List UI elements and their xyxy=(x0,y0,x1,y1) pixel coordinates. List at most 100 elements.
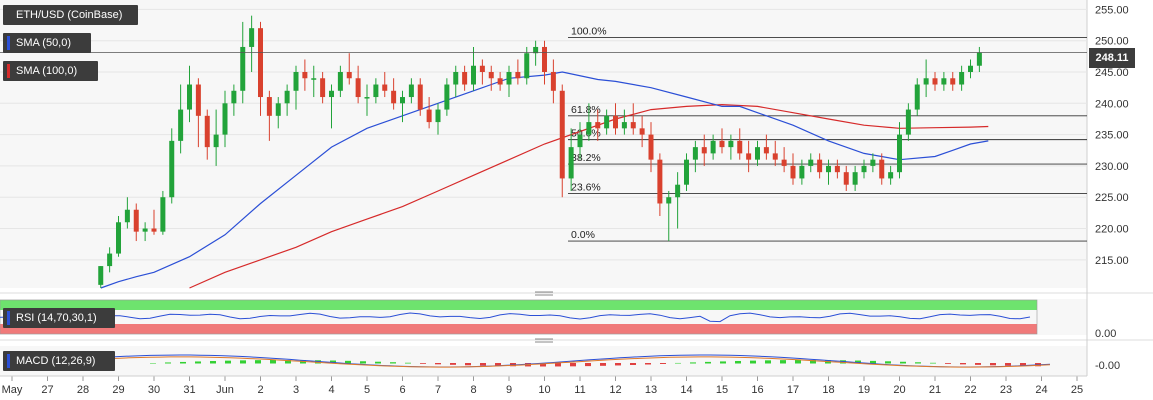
x-tick-label: 2 xyxy=(257,384,263,396)
macd-histogram-bar xyxy=(225,360,231,364)
candle-up xyxy=(142,228,148,232)
macd-histogram-bar xyxy=(435,363,441,365)
candle-down xyxy=(417,84,423,110)
rsi-line xyxy=(0,312,1031,323)
candle-down xyxy=(266,97,272,116)
candle-down xyxy=(497,78,503,85)
candle-up xyxy=(284,90,290,104)
candle-down xyxy=(550,72,556,91)
macd-histogram-bar xyxy=(180,361,186,364)
instrument-swatch xyxy=(7,8,10,22)
macd-histogram-bar xyxy=(585,363,591,367)
legend-macd[interactable]: MACD (12,26,9) xyxy=(3,351,115,371)
candle-down xyxy=(737,140,743,154)
candle-up xyxy=(107,253,113,267)
macd-histogram-bar xyxy=(150,363,156,364)
macd-histogram-bar xyxy=(990,363,996,366)
candle-up xyxy=(98,266,104,285)
legend-sma100[interactable]: SMA (100,0) xyxy=(3,61,98,81)
macd-histogram-bar xyxy=(255,360,261,364)
candle-up xyxy=(116,222,121,254)
candle-down xyxy=(355,78,361,98)
candle-up xyxy=(187,84,192,110)
candle-down xyxy=(391,90,397,104)
macd-histogram-bar xyxy=(570,363,576,367)
candle-up xyxy=(861,165,867,173)
candle-up xyxy=(577,134,583,148)
candle-down xyxy=(763,147,769,154)
macd-histogram-bar xyxy=(960,363,966,365)
macd-histogram-bar xyxy=(630,363,636,365)
legend-sma50[interactable]: SMA (50,0) xyxy=(3,33,91,53)
macd-histogram-bar xyxy=(855,360,861,364)
macd-histogram-bar xyxy=(975,363,981,365)
y-tick-label: 250.00 xyxy=(1095,36,1129,48)
candle-down xyxy=(630,122,636,129)
candle-up xyxy=(524,53,530,79)
x-tick-label: 19 xyxy=(858,384,870,396)
candle-up xyxy=(213,134,219,148)
candle-down xyxy=(639,128,645,135)
candle-down xyxy=(346,72,352,79)
candle-down xyxy=(595,122,601,129)
legend-rsi[interactable]: RSI (14,70,30,1) xyxy=(3,308,115,328)
candle-up xyxy=(586,122,592,135)
divider-handle[interactable] xyxy=(535,291,553,296)
candle-up xyxy=(621,122,627,129)
macd-y-tick-label: -0.00 xyxy=(1095,360,1120,372)
candle-down xyxy=(843,172,849,185)
macd-histogram-bar xyxy=(900,361,906,364)
macd-signal-line xyxy=(49,356,1051,368)
fib-level-label: 61.8% xyxy=(571,104,601,116)
y-tick-label: 240.00 xyxy=(1095,98,1129,110)
macd-histogram-bar xyxy=(1005,363,1011,366)
candle-down xyxy=(879,159,885,179)
macd-swatch xyxy=(7,354,10,368)
x-tick-label: 9 xyxy=(506,384,512,396)
candle-up xyxy=(710,140,716,154)
macd-histogram-bar xyxy=(660,363,666,364)
macd-histogram-bar xyxy=(195,361,201,364)
candle-up xyxy=(400,97,405,104)
macd-histogram-bar xyxy=(495,363,501,367)
legend-rsi-label: RSI (14,70,30,1) xyxy=(16,312,97,324)
candle-up xyxy=(692,147,698,160)
candle-up xyxy=(471,65,476,85)
candle-down xyxy=(950,78,956,85)
x-tick-label: 7 xyxy=(435,384,441,396)
fib-level-label: 100.0% xyxy=(571,26,607,38)
x-tick-label: 27 xyxy=(41,384,53,396)
x-tick-label: 14 xyxy=(680,384,692,396)
candle-up xyxy=(364,97,370,99)
candle-up xyxy=(905,109,911,135)
candle-up xyxy=(533,46,539,54)
x-tick-label: Jun xyxy=(216,384,234,396)
macd-histogram-bar xyxy=(420,363,426,364)
x-tick-label: 17 xyxy=(787,384,799,396)
candle-up xyxy=(923,78,929,85)
x-tick-label: 31 xyxy=(183,384,195,396)
macd-histogram-bar xyxy=(885,361,891,364)
candle-down xyxy=(382,84,388,91)
y-tick-label: 255.00 xyxy=(1095,4,1129,16)
candle-down xyxy=(790,165,796,179)
x-tick-label: 3 xyxy=(293,384,299,396)
sma50-swatch xyxy=(7,36,10,50)
candle-down xyxy=(701,147,707,154)
divider-handle[interactable] xyxy=(535,338,553,343)
candle-down xyxy=(559,90,565,179)
macd-histogram-bar xyxy=(165,362,171,364)
fib-level-label: 38.2% xyxy=(571,152,601,164)
candle-down xyxy=(195,84,201,116)
candle-up xyxy=(897,134,902,173)
legend-instrument[interactable]: ETH/USD (CoinBase) xyxy=(3,5,138,25)
x-tick-label: 5 xyxy=(364,384,370,396)
candle-up xyxy=(453,72,459,85)
candle-up xyxy=(373,84,379,98)
candle-up xyxy=(852,172,858,185)
x-tick-label: 10 xyxy=(538,384,550,396)
candle-up xyxy=(435,109,441,123)
y-tick-label: 245.00 xyxy=(1095,67,1129,79)
candle-down xyxy=(204,115,210,148)
